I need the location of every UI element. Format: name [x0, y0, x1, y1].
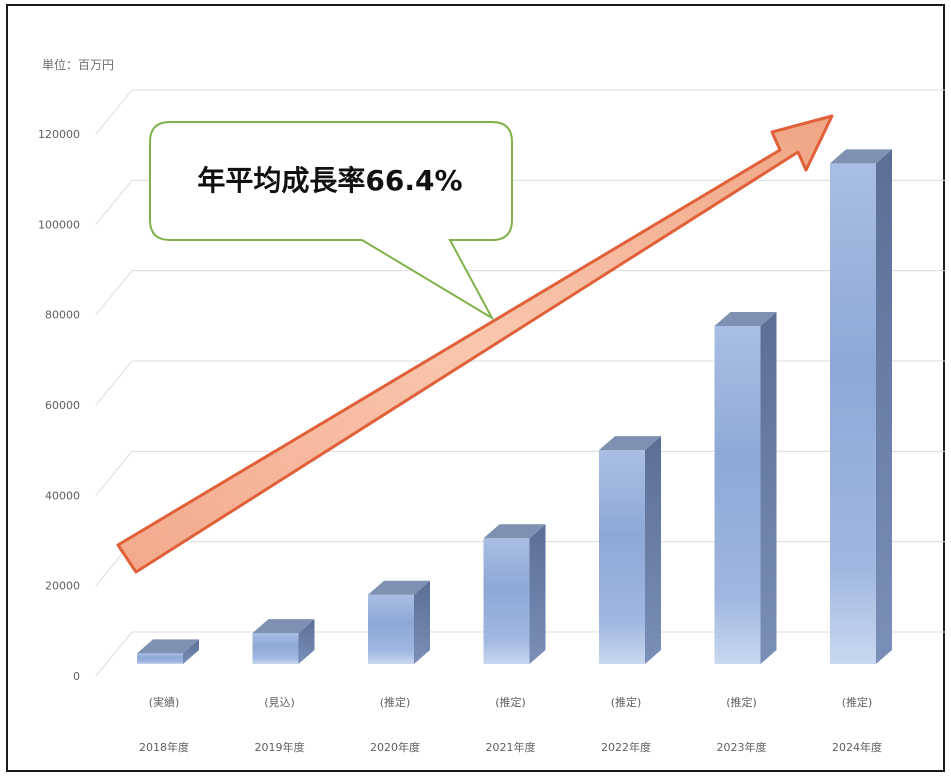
x-category-note: (推定) — [380, 695, 411, 709]
bar — [714, 311, 777, 664]
callout-bubble — [149, 121, 513, 321]
bar-side — [183, 639, 199, 664]
bar-front — [483, 538, 530, 664]
x-category-label: 2020年度 — [370, 740, 420, 754]
bar-front — [252, 633, 299, 664]
bar-front — [599, 450, 645, 664]
x-category-note: (推定) — [495, 695, 526, 709]
bar-top — [483, 524, 546, 539]
x-category-note: (実績) — [149, 695, 180, 709]
bar-front — [368, 594, 414, 664]
bar-side — [298, 619, 315, 664]
x-category-note: (推定) — [611, 695, 642, 709]
bars — [137, 149, 892, 664]
x-category-note: (推定) — [726, 695, 757, 709]
y-tick-label: 120000 — [38, 128, 80, 141]
x-category-label: 2024年度 — [832, 740, 882, 754]
bar-side — [645, 436, 661, 664]
y-axis-ticks: 0 20000 40000 60000 80000 100000 120000 — [38, 128, 80, 683]
y-tick-label: 20000 — [45, 580, 80, 593]
bar-top — [368, 580, 430, 595]
x-category-label: 2022年度 — [601, 740, 651, 754]
bar-top — [252, 619, 315, 634]
y-tick-label: 40000 — [45, 489, 80, 502]
gridline-depth — [95, 180, 133, 225]
gridline-depth — [95, 360, 133, 406]
bar — [368, 580, 430, 664]
bar-front — [137, 653, 183, 664]
bar-front — [714, 325, 761, 664]
gridline-depth — [95, 270, 133, 315]
bar-side — [876, 149, 892, 664]
bar — [483, 524, 546, 664]
bar-side — [760, 311, 777, 664]
bar — [830, 149, 892, 664]
gridlines — [95, 89, 945, 677]
y-tick-label: 60000 — [45, 399, 80, 412]
bar — [137, 639, 199, 664]
y-tick-label: 0 — [73, 670, 80, 683]
x-category-label: 2019年度 — [255, 740, 305, 754]
gridline-depth — [95, 89, 133, 135]
y-tick-label: 100000 — [38, 218, 80, 231]
bar-top — [599, 436, 661, 451]
bar-top — [137, 639, 199, 654]
growth-arrow — [116, 114, 834, 574]
unit-label: 単位：百万円 — [42, 58, 115, 72]
x-category-note: (推定) — [842, 695, 873, 709]
x-category-label: 2021年度 — [486, 740, 536, 754]
gridline-depth — [95, 451, 133, 496]
bar — [252, 619, 315, 664]
bar-side — [414, 580, 430, 664]
bar-top — [830, 149, 892, 164]
bar-front — [830, 163, 876, 664]
bar-top — [714, 311, 777, 326]
x-category-note: (見込) — [264, 696, 295, 709]
gridline-depth — [95, 631, 133, 677]
x-axis-categories: (実績) 2018年度 (見込) 2019年度 (推定) 2020年度 (推定) 2021年度… — [139, 695, 882, 754]
x-category-label: 2018年度 — [139, 740, 189, 754]
bar — [599, 436, 661, 664]
x-category-label: 2023年度 — [717, 740, 767, 754]
y-tick-label: 80000 — [45, 309, 80, 322]
bar-side — [529, 524, 546, 664]
